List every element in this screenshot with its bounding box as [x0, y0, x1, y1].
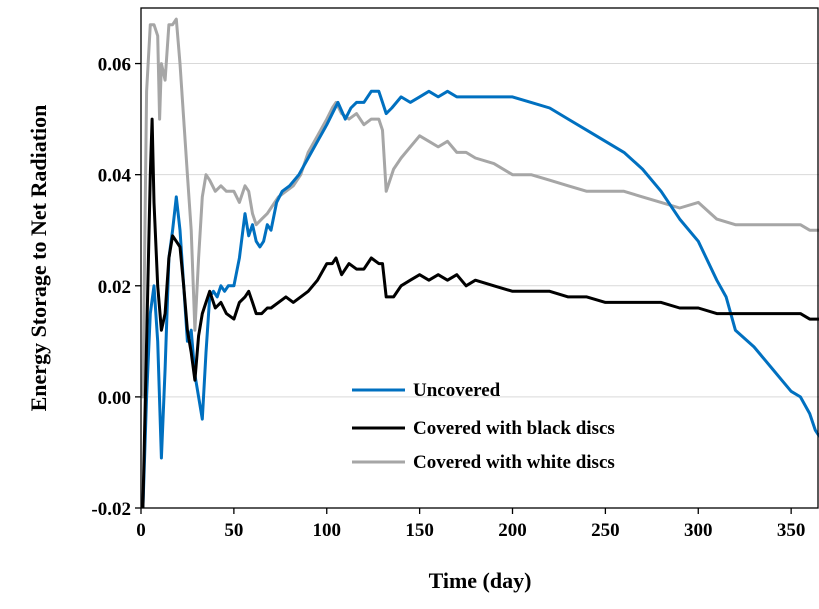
y-tick-label-4: 0.06: [98, 55, 131, 76]
x-tick-label-4: 200: [498, 520, 527, 541]
y-axis-ticks: -0.02 0.00 0.02 0.04 0.06: [91, 55, 141, 520]
plot-frame: [140, 7, 819, 509]
y-tick-label-0: -0.02: [91, 499, 131, 520]
x-axis-title: Time (day): [429, 568, 532, 593]
series-layer: [141, 17, 819, 508]
gridlines: [141, 63, 819, 398]
series-line-1: [141, 117, 819, 508]
x-axis-ticks: 0 50 100 150 200 250 300 350: [136, 508, 805, 541]
series-line-2: [141, 17, 819, 399]
x-tick-label-7: 350: [777, 520, 806, 541]
legend: Uncovered Covered with black discs Covered…: [352, 380, 615, 473]
y-axis-title: Energy Storage to Net Radiation: [26, 105, 51, 412]
x-tick-label-0: 0: [136, 520, 146, 541]
x-tick-label-1: 50: [224, 520, 243, 541]
y-tick-label-3: 0.04: [98, 166, 132, 187]
x-tick-label-5: 250: [591, 520, 620, 541]
y-tick-label-2: 0.02: [98, 277, 131, 298]
x-tick-label-3: 150: [405, 520, 434, 541]
legend-label-2: Covered with white discs: [413, 452, 615, 473]
legend-label-0: Uncovered: [413, 380, 501, 401]
legend-label-1: Covered with black discs: [413, 418, 615, 439]
x-tick-label-2: 100: [313, 520, 342, 541]
x-tick-label-6: 300: [684, 520, 713, 541]
y-tick-label-1: 0.00: [98, 388, 131, 409]
